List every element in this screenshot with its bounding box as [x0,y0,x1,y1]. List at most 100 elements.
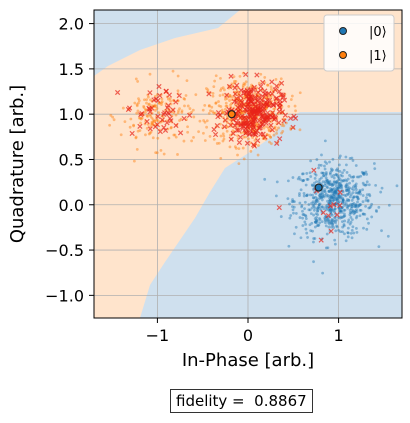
point-state1 [183,97,187,101]
y-tick-label: 1.0 [59,105,84,124]
point-state0 [331,223,335,227]
point-state0 [325,185,329,189]
misclassified-marker [264,97,271,104]
point-state0 [274,194,278,198]
point-state0 [327,220,331,223]
misclassified-marker [281,118,287,124]
point-state1 [228,94,232,97]
point-state0 [291,198,294,201]
point-state0 [352,201,356,205]
point-state0 [354,164,358,167]
point-state0 [335,180,338,183]
point-state1 [119,133,123,137]
misclassified-marker [156,83,162,90]
point-state0 [331,157,335,161]
point-state0 [344,178,347,182]
point-state1 [224,104,228,108]
point-state0 [329,208,332,211]
point-state1 [237,162,241,166]
point-state0 [323,190,327,194]
point-state0 [302,178,305,182]
point-state1 [133,101,137,105]
legend-label-state0: |0⟩ [369,25,387,40]
point-state0 [331,221,335,225]
point-state0 [318,195,322,199]
point-state0 [343,219,347,223]
point-state1 [268,134,271,137]
point-state1 [244,135,248,139]
point-state0 [362,172,366,175]
misclassified-marker [233,115,239,122]
point-state0 [329,196,333,200]
point-state0 [319,163,323,167]
y-tick-label: −0.5 [45,241,84,260]
point-state1 [145,114,149,118]
point-state0 [343,232,346,236]
point-state0 [362,183,366,187]
point-state0 [358,188,362,192]
point-state1 [135,148,139,151]
point-state0 [315,197,319,201]
point-state0 [345,202,348,206]
point-state1 [238,74,242,78]
point-state0 [350,236,354,240]
misclassified-marker [232,91,238,97]
point-state0 [318,221,322,225]
misclassified-marker [268,122,274,128]
point-state0 [313,237,317,240]
point-state0 [332,187,336,190]
point-state1 [256,153,260,157]
point-state1 [233,79,236,83]
point-state0 [336,167,339,171]
point-state0 [345,182,349,186]
point-state1 [139,116,142,120]
point-state0 [330,195,334,199]
point-state0 [334,182,338,185]
point-state0 [327,218,331,222]
point-state1 [149,114,153,118]
point-state0 [316,209,320,213]
point-state0 [329,199,333,203]
point-state1 [135,103,139,106]
point-state1 [146,115,149,118]
point-state0 [337,195,341,198]
misclassified-marker [337,202,343,208]
point-state0 [341,230,344,234]
point-state0 [318,206,321,210]
point-state0 [320,196,324,200]
point-state0 [339,183,343,187]
point-state0 [336,195,340,199]
point-state1 [247,137,250,141]
decision-region-state0-top-left [94,10,240,76]
point-state1 [156,136,160,140]
point-state0 [346,188,349,192]
point-state0 [341,225,345,229]
misclassified-marker [269,110,276,116]
point-state0 [333,238,337,242]
point-state1 [157,111,161,115]
point-state0 [357,190,361,194]
point-state0 [286,197,290,201]
point-state0 [296,177,300,181]
fidelity-label: fidelity = 0.8867 [170,389,313,413]
misclassified-marker [212,131,219,138]
point-state1 [108,123,112,127]
point-state0 [350,210,354,214]
point-state1 [242,135,246,139]
point-state0 [329,210,333,214]
point-state0 [355,175,359,179]
point-state0 [313,217,317,220]
point-state0 [335,181,339,185]
point-state0 [301,209,304,213]
point-state0 [323,219,327,223]
point-state1 [160,97,164,101]
point-state0 [362,173,366,176]
point-state1 [269,135,272,139]
point-state0 [354,205,358,208]
point-state1 [211,110,215,114]
point-state1 [151,118,155,122]
point-state1 [242,82,246,85]
point-state0 [318,216,321,220]
point-state1 [143,98,146,102]
point-state0 [308,193,312,197]
